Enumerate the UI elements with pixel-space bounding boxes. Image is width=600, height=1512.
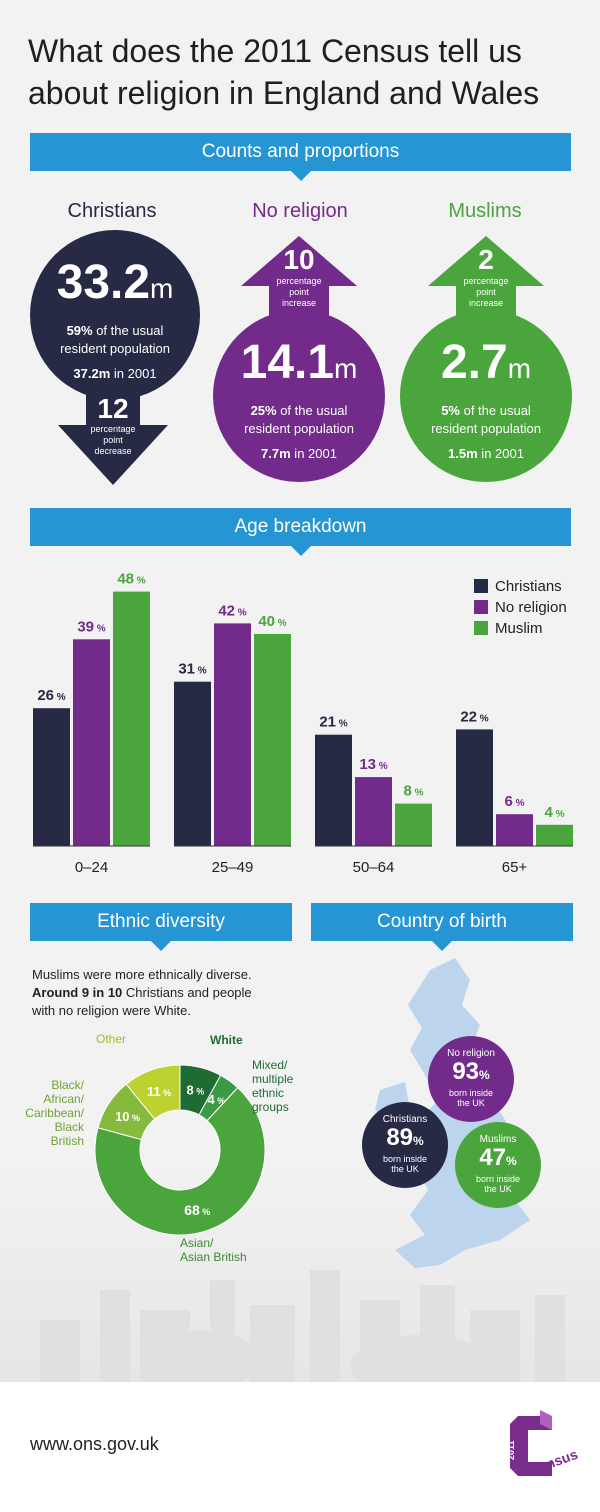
- bar-label-christians-2: 21 %: [319, 714, 347, 731]
- christians-unit: m: [150, 273, 174, 304]
- donut-label-white: White: [210, 1033, 243, 1047]
- footer: [0, 1382, 600, 1512]
- birth-banner-notch: [432, 941, 452, 951]
- counts-banner: Counts and proportions: [30, 133, 571, 171]
- age-tick-label-0: 0–24: [75, 859, 108, 876]
- birth-banner: Country of birth: [311, 903, 573, 941]
- donut-value-mixed: 4 %: [208, 1092, 226, 1107]
- muslims-value: 2.7: [440, 336, 508, 389]
- title-line-1: What does the 2011 Census tell us: [28, 33, 522, 69]
- no-religion-label: No religion: [252, 200, 348, 222]
- ethnic-donut-chart: 8 %4 %68 %10 %11 %: [94, 1064, 266, 1236]
- christians-share: 59%: [66, 323, 93, 338]
- bar-christians-1: [174, 681, 211, 846]
- bar-label-christians-3: 22 %: [460, 708, 488, 725]
- legend-muslim: Muslim: [474, 618, 567, 639]
- bar-no-religion-0: [73, 639, 110, 846]
- census-logo: 2011 Census: [500, 1408, 580, 1488]
- donut-value-other: 11 %: [147, 1084, 171, 1099]
- age-banner: Age breakdown: [30, 508, 571, 546]
- ethnic-banner-label: Ethnic diversity: [97, 911, 225, 932]
- donut-label-asian: Asian/ Asian British: [180, 1236, 247, 1264]
- bar-label-no-religion-3: 6 %: [504, 793, 524, 810]
- donut-slice-asian: [94, 1086, 266, 1236]
- donut-label-other: Other: [96, 1032, 127, 1046]
- census-c-icon: [510, 1410, 552, 1476]
- donut-value-white: 8 %: [187, 1082, 205, 1097]
- ethnic-banner: Ethnic diversity: [30, 903, 292, 941]
- christians-circle: 33.2m 59% of the usual resident populati…: [30, 230, 200, 400]
- birth-no-religion-value: 93: [452, 1058, 480, 1085]
- birth-christians-value: 89: [386, 1124, 414, 1151]
- christians-change: 12 percentage point decrease: [60, 394, 166, 457]
- donut-value-black: 10 %: [115, 1109, 140, 1124]
- census-logo-year: 2011: [506, 1440, 516, 1460]
- bar-label-no-religion-0: 39 %: [77, 618, 105, 635]
- bar-muslim-1: [254, 634, 291, 846]
- ethnic-banner-notch: [151, 941, 171, 951]
- bar-muslim-2: [395, 803, 432, 846]
- bar-label-no-religion-2: 13 %: [359, 756, 387, 773]
- christians-label: Christians: [67, 200, 157, 222]
- bar-no-religion-2: [355, 777, 392, 846]
- age-tick-label-3: 65+: [502, 859, 528, 876]
- legend-no-religion: No religion: [474, 597, 567, 618]
- legend-christians: Christians: [474, 576, 567, 597]
- birth-christians-circle: Christians 89% born inside the UK: [362, 1102, 448, 1188]
- christians-value: 33.2: [56, 256, 151, 309]
- muslims-circle: 2.7m 5% of the usual resident population…: [400, 310, 572, 482]
- muslims-change: 2 percentage point increase: [428, 244, 544, 309]
- donut-label-black: Black/ African/ Caribbean/ Black British: [25, 1078, 84, 1148]
- birth-no-religion-circle: No religion 93% born inside the UK: [428, 1036, 514, 1122]
- bar-no-religion-1: [214, 623, 251, 846]
- muslims-change-value: 2: [478, 244, 494, 275]
- no-religion-value: 14.1: [240, 336, 335, 389]
- age-bar-chart: 26 % 39 % 48 % 0–24 31 % 42 % 40 % 25–49 21 % 13 …: [33, 571, 573, 876]
- no-religion-change-value: 10: [283, 244, 315, 275]
- donut-label-mixed: Mixed/ multiple ethnic groups: [252, 1058, 294, 1114]
- christians-change-value: 12: [97, 393, 129, 424]
- christians-decrease-arrow: [58, 385, 168, 485]
- bar-label-muslim-0: 48 %: [117, 571, 145, 588]
- ethnic-description: Muslims were more ethnically diverse. Ar…: [32, 967, 252, 1018]
- title-line-2: about religion in England and Wales: [28, 75, 540, 111]
- ons-url-link[interactable]: www.ons.gov.uk: [30, 1434, 159, 1454]
- bar-label-muslim-2: 8 %: [403, 783, 423, 800]
- bar-label-no-religion-1: 42 %: [218, 602, 246, 619]
- age-legend: Christians No religion Muslim: [474, 576, 567, 639]
- counts-banner-notch: [291, 171, 311, 181]
- bar-christians-3: [456, 729, 493, 846]
- age-banner-notch: [291, 546, 311, 556]
- birth-banner-label: Country of birth: [377, 911, 507, 932]
- bar-label-muslim-3: 4 %: [544, 804, 564, 821]
- birth-muslims-circle: Muslims 47% born inside the UK: [455, 1122, 541, 1208]
- no-religion-circle: 14.1m 25% of the usual resident populati…: [213, 310, 385, 482]
- counts-banner-label: Counts and proportions: [201, 141, 400, 162]
- bar-label-muslim-1: 40 %: [258, 613, 286, 630]
- page-title: What does the 2011 Census tell us about …: [28, 30, 588, 114]
- age-banner-label: Age breakdown: [234, 516, 367, 537]
- bar-label-christians-0: 26 %: [37, 687, 65, 704]
- age-tick-label-2: 50–64: [353, 859, 395, 876]
- age-tick-label-1: 25–49: [212, 859, 254, 876]
- bar-no-religion-3: [496, 814, 533, 846]
- bar-muslim-3: [536, 824, 573, 846]
- bar-christians-2: [315, 734, 352, 846]
- bar-label-christians-1: 31 %: [178, 661, 206, 678]
- birth-muslims-value: 47: [479, 1144, 507, 1171]
- no-religion-change: 10 percentage point increase: [241, 244, 357, 309]
- bar-christians-0: [33, 708, 70, 846]
- donut-slice-other: [125, 1064, 181, 1120]
- christians-2001: 37.2m: [73, 366, 111, 381]
- muslims-label: Muslims: [448, 200, 522, 222]
- bar-muslim-0: [113, 591, 150, 846]
